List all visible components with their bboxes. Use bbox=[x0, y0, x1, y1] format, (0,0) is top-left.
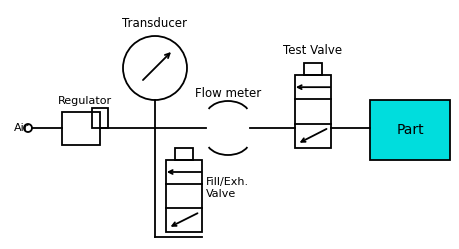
Bar bbox=[62, 112, 100, 145]
Bar bbox=[304, 63, 322, 75]
Text: Fill/Exh.
Valve: Fill/Exh. Valve bbox=[206, 177, 249, 199]
Text: Part: Part bbox=[396, 123, 424, 137]
Text: Test Valve: Test Valve bbox=[284, 44, 342, 57]
Bar bbox=[92, 108, 108, 128]
Text: Air: Air bbox=[14, 123, 29, 133]
Bar bbox=[295, 75, 331, 148]
Bar bbox=[175, 148, 193, 160]
Text: Regulator: Regulator bbox=[58, 96, 112, 106]
Bar bbox=[370, 100, 450, 160]
Text: Flow meter: Flow meter bbox=[195, 87, 261, 100]
Text: Transducer: Transducer bbox=[123, 17, 187, 30]
Bar bbox=[166, 160, 202, 232]
